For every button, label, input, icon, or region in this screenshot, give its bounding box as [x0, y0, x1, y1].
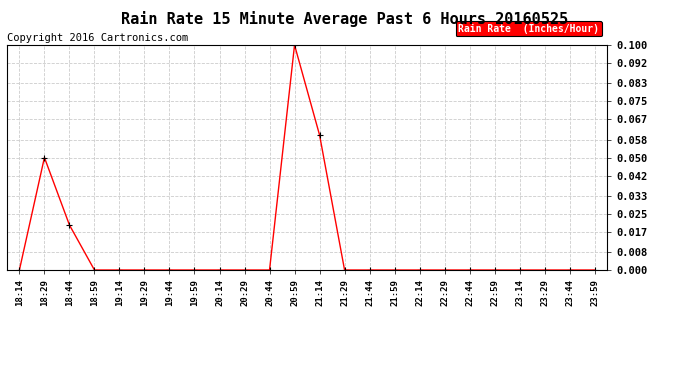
Legend: Rain Rate  (Inches/Hour): Rain Rate (Inches/Hour) — [455, 21, 602, 36]
Text: Rain Rate 15 Minute Average Past 6 Hours 20160525: Rain Rate 15 Minute Average Past 6 Hours… — [121, 11, 569, 27]
Text: Copyright 2016 Cartronics.com: Copyright 2016 Cartronics.com — [7, 33, 188, 43]
